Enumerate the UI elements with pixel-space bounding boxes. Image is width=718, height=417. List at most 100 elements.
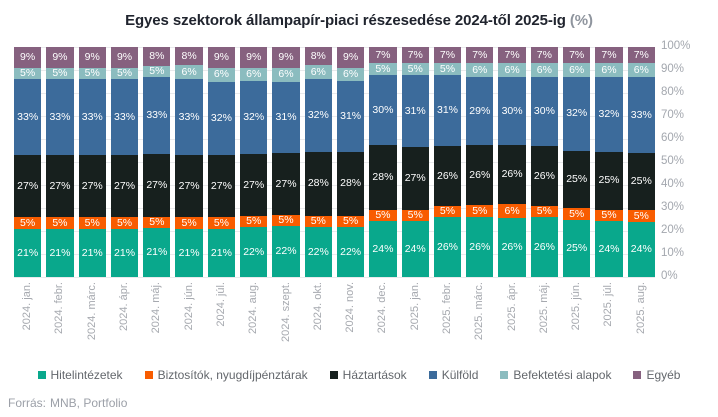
source-note: Forrás: MNB, Portfolio <box>8 396 127 410</box>
segment-egyéb: 9% <box>78 47 106 68</box>
bar-2025-ápr: 26% 6% 26% 30% 6% 7% <box>498 47 526 277</box>
segment-value-label: 27% <box>114 179 136 192</box>
segment-value-label: 5% <box>407 62 423 75</box>
x-tick-label: 2024. okt. <box>311 282 324 331</box>
segment-biztosítók-nyugdíjpénztárak: 5% <box>627 210 655 222</box>
chart-title-main: Egyes szektorok állampapír-piaci részese… <box>125 12 566 29</box>
segment-hitelintézetek: 26% <box>433 217 462 277</box>
legend-item-befektetési-alapok: Befektetési alapok <box>500 368 611 382</box>
segment-value-label: 5% <box>569 207 585 220</box>
y-axis: 100% 90% 80% 70% 60% 50% 40% 30% 20% 10% 0% <box>661 40 716 282</box>
legend-label: Egyéb <box>646 368 681 382</box>
segment-befektetési-alapok: 5% <box>110 67 139 80</box>
segment-biztosítók-nyugdíjpénztárak: 6% <box>498 204 526 218</box>
segment-value-label: 5% <box>84 216 100 229</box>
legend-swatch <box>428 371 437 379</box>
segment-value-label: 22% <box>340 245 362 258</box>
segment-value-label: 5% <box>375 209 391 222</box>
segment-befektetési-alapok: 6% <box>272 67 300 82</box>
segment-value-label: 31% <box>275 110 297 123</box>
segment-külföld: 33% <box>78 79 106 156</box>
x-label-cell: 2025. jún. <box>563 282 590 366</box>
segment-hitelintézetek: 24% <box>369 221 397 277</box>
segment-háztartások: 28% <box>369 144 397 210</box>
segment-value-label: 33% <box>146 109 168 122</box>
segment-value-label: 7% <box>504 48 520 61</box>
segment-hitelintézetek: 24% <box>595 221 623 277</box>
segment-biztosítók-nyugdíjpénztárak: 5% <box>78 216 106 229</box>
gridline <box>14 254 655 255</box>
segment-külföld: 33% <box>46 79 74 156</box>
segment-egyéb: 7% <box>530 47 559 64</box>
x-label-cell: 2024. márc. <box>79 282 106 366</box>
gridline <box>14 47 655 48</box>
segment-value-label: 21% <box>114 246 136 259</box>
segment-value-label: 30% <box>372 103 394 116</box>
segment-value-label: 32% <box>566 107 588 120</box>
bar-2025-jan: 24% 5% 27% 31% 5% 7% <box>401 47 429 277</box>
segment-befektetési-alapok: 6% <box>498 62 526 77</box>
segment-value-label: 27% <box>146 179 168 191</box>
x-tick-label: 2024. febr. <box>53 282 66 334</box>
segment-value-label: 7% <box>375 48 391 61</box>
segment-value-label: 5% <box>472 204 488 217</box>
bar-2025-aug: 24% 5% 25% 33% 6% 7% <box>627 47 655 277</box>
segment-value-label: 21% <box>17 246 39 259</box>
y-tick-label: 50% <box>661 155 685 167</box>
source-value: MNB, Portfolio <box>50 396 128 410</box>
segment-biztosítók-nyugdíjpénztárak: 5% <box>401 209 429 222</box>
segment-háztartások: 27% <box>401 146 429 210</box>
segment-külföld: 31% <box>272 81 300 153</box>
segment-egyéb: 7% <box>498 47 526 63</box>
segment-value-label: 5% <box>213 216 230 229</box>
segment-egyéb: 7% <box>401 47 429 64</box>
segment-value-label: 33% <box>114 110 136 123</box>
segment-háztartások: 25% <box>563 150 591 208</box>
segment-value-label: 7% <box>472 48 488 61</box>
x-tick-label: 2025. máj. <box>537 282 550 334</box>
segment-value-label: 31% <box>340 110 362 123</box>
x-label-cell: 2025. júl. <box>595 282 622 366</box>
segment-value-label: 6% <box>246 68 262 81</box>
segment-value-label: 33% <box>81 110 103 123</box>
x-label-cell: 2025. jan. <box>402 282 429 366</box>
segment-value-label: 5% <box>601 209 617 222</box>
segment-value-label: 28% <box>372 170 394 183</box>
segment-value-label: 26% <box>533 169 555 182</box>
legend-item-biztosítók-nyugdíjpénztárak: Biztosítók, nyugdíjpénztárak <box>144 368 308 382</box>
bar-2025-máj: 26% 5% 26% 30% 6% 7% <box>530 47 559 277</box>
y-tick-label: 60% <box>661 132 685 144</box>
bar-2024-jún: 21% 5% 27% 33% 6% 8% <box>175 47 203 277</box>
gridline <box>14 116 655 117</box>
segment-value-label: 7% <box>407 48 423 61</box>
segment-value-label: 5% <box>375 62 391 75</box>
bar-2024-márc: 21% 5% 27% 33% 5% 9% <box>78 47 106 277</box>
segment-value-label: 32% <box>210 112 232 125</box>
segment-value-label: 26% <box>501 168 523 181</box>
segment-value-label: 5% <box>181 216 197 229</box>
segment-befektetési-alapok: 5% <box>78 67 106 80</box>
bar-2025-márc: 26% 5% 26% 29% 6% 7% <box>466 47 494 277</box>
segment-value-label: 27% <box>210 179 232 192</box>
segment-hitelintézetek: 24% <box>627 221 655 277</box>
segment-value-label: 9% <box>246 51 262 64</box>
segment-value-label: 7% <box>633 48 649 61</box>
segment-value-label: 8% <box>181 49 197 62</box>
segment-value-label: 5% <box>149 65 165 78</box>
segment-biztosítók-nyugdíjpénztárak: 5% <box>14 217 42 229</box>
segment-value-label: 24% <box>372 242 394 255</box>
segment-befektetési-alapok: 5% <box>143 65 171 78</box>
segment-hitelintézetek: 22% <box>304 226 332 277</box>
segment-háztartások: 27% <box>110 155 139 218</box>
segment-háztartások: 25% <box>627 152 655 211</box>
segment-hitelintézetek: 24% <box>401 221 429 277</box>
segment-háztartások: 26% <box>466 144 494 205</box>
segment-külföld: 33% <box>175 79 203 156</box>
legend-item-egyéb: Egyéb <box>633 368 680 382</box>
segment-value-label: 21% <box>146 246 168 259</box>
segment-value-label: 27% <box>49 179 71 192</box>
segment-value-label: 5% <box>278 214 294 227</box>
segment-hitelintézetek: 21% <box>78 228 106 277</box>
segment-value-label: 7% <box>601 48 617 61</box>
segment-value-label: 31% <box>437 104 459 116</box>
